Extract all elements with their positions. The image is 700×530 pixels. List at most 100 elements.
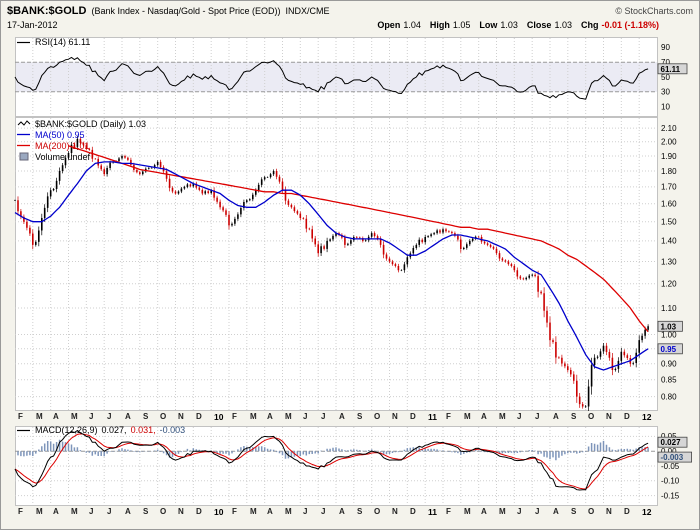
y-axis-tick-label: 30: [661, 88, 670, 97]
x-axis-month-label: F: [18, 412, 23, 421]
x-axis-month-label: J: [321, 412, 326, 421]
macd-gridlines: [15, 435, 657, 497]
axis-value-text: 61.11: [661, 65, 681, 74]
x-axis-month-label: M: [464, 507, 471, 516]
x-axis-month-label: M: [285, 412, 292, 421]
high-value: 1.05: [452, 20, 471, 30]
symbol-title: $BANK:$GOLD: [7, 5, 87, 17]
y-axis-tick-label: -0.10: [661, 477, 680, 486]
title-row: $BANK:$GOLD (Bank Index - Nasdaq/Gold - …: [7, 5, 693, 17]
x-axis-month-label: A: [53, 412, 59, 421]
quote-change: Chg -0.01 (-1.18%): [581, 20, 659, 30]
copyright: © StockCharts.com: [615, 6, 693, 16]
y-axis-tick-label: 1.50: [661, 218, 677, 227]
symbol-exchange: INDX/CME: [285, 6, 330, 16]
y-axis-tick-label: 90: [661, 43, 670, 52]
y-axis-tick-label: 2.00: [661, 138, 677, 147]
x-axis-year-label: 11: [428, 507, 437, 517]
x-axis-month-label: A: [267, 412, 273, 421]
x-axis-month-label: M: [499, 507, 506, 516]
y-axis-tick-label: 10: [661, 102, 670, 111]
price-panel: $BANK:$GOLD (Daily) 1.03 MA(50) 0.95 MA(…: [1, 117, 699, 411]
x-axis-month-label: A: [53, 507, 59, 516]
ma200-legend-row: MA(200) 1.01: [17, 140, 146, 151]
rsi-panel: RSI(14) 61.11 90 70 50 30 10 61.11: [1, 37, 699, 117]
axis-value-box: [657, 451, 692, 463]
x-axis-month-label: O: [588, 507, 595, 516]
macd-legend: MACD(12,26,9) 0.027, 0.031, -0.003: [17, 425, 185, 435]
ma200-line-swatch: [17, 144, 30, 147]
price-candles-swatch: [17, 120, 31, 126]
chg-label: Chg: [580, 20, 599, 30]
x-axis-month-label: O: [160, 507, 167, 516]
x-axis-month-label: D: [624, 507, 630, 516]
close-value: 1.03: [554, 20, 572, 30]
x-axis-month-label: J: [517, 507, 522, 516]
y-axis-tick-label: 1.70: [661, 183, 677, 192]
x-axis-month-label: S: [143, 412, 149, 421]
x-axis-month-label: M: [250, 412, 257, 421]
x-axis-month-label: D: [410, 412, 416, 421]
x-axis-month-label: F: [446, 412, 451, 421]
x-axis-month-label: A: [125, 507, 131, 516]
x-axis-month-label: A: [125, 412, 131, 421]
chart-header: $BANK:$GOLD (Bank Index - Nasdaq/Gold - …: [1, 3, 699, 37]
y-axis-tick-label: 0.85: [661, 376, 677, 385]
macd-chart: 0.05 0.00 -0.05 -0.10 -0.15 0.027 -0.003: [14, 426, 692, 506]
rsi-legend-label: RSI(14) 61.11: [35, 37, 91, 47]
y-axis-tick-label: 1.60: [661, 200, 677, 209]
x-axis-month-label: N: [178, 507, 184, 516]
y-axis-tick-label: -0.15: [661, 491, 680, 500]
quote-open: Open 1.04: [377, 20, 421, 30]
y-axis-tick-label: 1.10: [661, 304, 677, 313]
y-axis-tick-label: 1.40: [661, 237, 677, 246]
x-axis-month-label: A: [481, 412, 487, 421]
x-axis-month-label: A: [553, 412, 559, 421]
low-value: 1.03: [500, 20, 518, 30]
axis-value-text: -0.003: [661, 453, 684, 462]
y-axis-tick-label: 1.00: [661, 330, 677, 339]
macd-signal-line: [14, 433, 649, 490]
x-axis-month-label: N: [392, 412, 398, 421]
x-axis-month-label: N: [392, 507, 398, 516]
y-axis-tick-label: 2.10: [661, 124, 677, 133]
x-axis-month-label: S: [357, 507, 363, 516]
x-axis-month-label: O: [374, 412, 381, 421]
quote-row: 17-Jan-2012 Open 1.04 High 1.05 Low 1.03 Cl…: [7, 20, 693, 32]
x-axis-month-label: A: [267, 507, 273, 516]
y-axis-tick-label: 1.30: [661, 257, 677, 266]
macd-line: [14, 429, 649, 491]
x-axis-month-label: J: [321, 507, 326, 516]
open-label: Open: [377, 20, 401, 30]
x-axis-year-label: 10: [214, 412, 224, 422]
x-axis-month-label: J: [535, 507, 540, 516]
y-axis-tick-label: 0.05: [661, 432, 677, 441]
x-axis-month-label: D: [624, 412, 630, 421]
y-axis-tick-label: 1.80: [661, 167, 677, 176]
axis-value-text: 0.95: [661, 345, 677, 354]
axis-value-text: 0.027: [661, 438, 682, 447]
x-axis-month-label: O: [374, 507, 381, 516]
x-axis-month-label: M: [71, 507, 78, 516]
x-axis-month-label: A: [339, 507, 345, 516]
rsi-chart: 90 70 50 30 10 61.11: [14, 37, 688, 117]
price-legend-label: $BANK:$GOLD (Daily) 1.03: [35, 118, 147, 129]
y-axis-tick-label: 0.90: [661, 360, 677, 369]
ma50-legend-label: MA(50) 0.95: [35, 129, 85, 140]
x-axis-month-label: M: [36, 412, 43, 421]
macd-value: 0.027,: [101, 425, 127, 435]
y-axis-tick-label: 1.20: [661, 280, 677, 289]
x-axis-month-label: F: [232, 412, 237, 421]
y-axis-tick-label: 70: [661, 58, 670, 67]
macd-line-swatch: [17, 429, 30, 431]
macd-panel: MACD(12,26,9) 0.027, 0.031, -0.003 0.05 0…: [1, 425, 699, 506]
x-axis-month-label: S: [357, 412, 363, 421]
x-axis-month-label: D: [410, 507, 416, 516]
y-axis-tick-label: 0.00: [661, 447, 677, 456]
price-legend-row: $BANK:$GOLD (Daily) 1.03: [17, 118, 146, 129]
x-axis-month-label: J: [107, 412, 112, 421]
x-axis-month-label: O: [160, 412, 167, 421]
x-axis-month-label: M: [250, 507, 257, 516]
y-axis-tick-label: 0.80: [661, 392, 677, 401]
